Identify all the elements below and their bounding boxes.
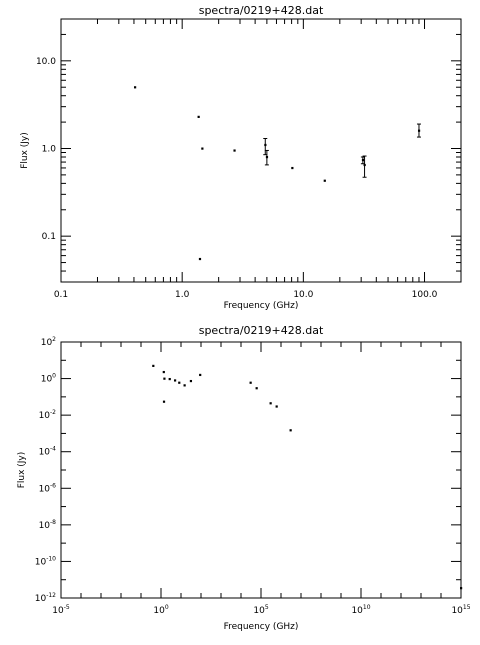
data-point xyxy=(289,429,292,432)
chart-title: spectra/0219+428.dat xyxy=(199,4,324,17)
data-point xyxy=(460,587,463,590)
x-tick-label: 1.0 xyxy=(175,290,190,300)
x-tick-label: 100 xyxy=(153,604,168,616)
x-tick-label: 10.0 xyxy=(293,290,313,300)
x-tick-label: 105 xyxy=(253,604,268,616)
data-point xyxy=(233,149,236,152)
data-point xyxy=(323,179,326,182)
data-point xyxy=(178,381,181,384)
data-point xyxy=(265,155,269,159)
x-axis-label: Frequency (GHz) xyxy=(224,301,299,311)
y-tick-label: 10-10 xyxy=(35,555,56,567)
data-point xyxy=(152,364,155,367)
data-point xyxy=(361,158,365,162)
data-point xyxy=(201,147,204,150)
plot-frame xyxy=(60,18,462,283)
data-point xyxy=(133,86,137,89)
chart-title: spectra/0219+428.dat xyxy=(199,324,324,337)
data-point xyxy=(173,379,177,382)
data-points xyxy=(133,86,421,261)
data-point xyxy=(291,166,294,170)
y-axis-label: Flux (Jy) xyxy=(20,132,30,169)
y-axis-label: Flux (Jy) xyxy=(17,452,27,489)
data-point xyxy=(269,402,272,405)
data-point xyxy=(183,384,186,387)
x-tick-label: 1010 xyxy=(351,604,370,616)
data-points xyxy=(152,364,463,590)
x-tick-label: 1015 xyxy=(451,604,470,616)
data-point xyxy=(249,381,252,384)
y-tick-label: 0.1 xyxy=(42,232,56,242)
chart-2: spectra/0219+428.dat Frequency (GHz) Flux … xyxy=(17,324,471,632)
y-tick-label: 10-8 xyxy=(39,519,57,531)
y-tick-label: 1.0 xyxy=(42,144,57,154)
y-tick-label: 10.0 xyxy=(36,57,56,67)
y-tick-label: 10-6 xyxy=(39,482,57,494)
data-point xyxy=(197,115,200,118)
y-tick-label: 10-12 xyxy=(35,592,56,604)
chart-1: spectra/0219+428.dat Frequency (GHz) Flux … xyxy=(20,4,462,311)
data-point xyxy=(162,370,165,374)
data-point xyxy=(363,163,366,167)
data-point xyxy=(163,377,166,380)
data-point xyxy=(199,373,202,377)
x-tick-label: 0.1 xyxy=(54,290,68,300)
y-tick-label: 10-4 xyxy=(39,446,57,458)
data-point xyxy=(189,379,193,383)
y-tick-label: 10-2 xyxy=(39,409,57,421)
axis-ticks xyxy=(60,341,462,599)
data-point xyxy=(162,400,166,403)
x-tick-label: 100.0 xyxy=(412,290,438,300)
data-point xyxy=(264,143,267,147)
axis-ticks xyxy=(60,19,461,282)
y-tick-label: 102 xyxy=(41,336,56,348)
data-point xyxy=(417,129,421,132)
x-tick-label: 10-5 xyxy=(52,604,70,616)
y-tick-label: 100 xyxy=(41,373,56,385)
data-point xyxy=(198,257,202,261)
plot-frame xyxy=(60,341,462,599)
data-point xyxy=(168,377,171,381)
x-axis-label: Frequency (GHz) xyxy=(224,622,299,632)
data-point xyxy=(275,405,278,408)
data-point xyxy=(255,387,258,390)
